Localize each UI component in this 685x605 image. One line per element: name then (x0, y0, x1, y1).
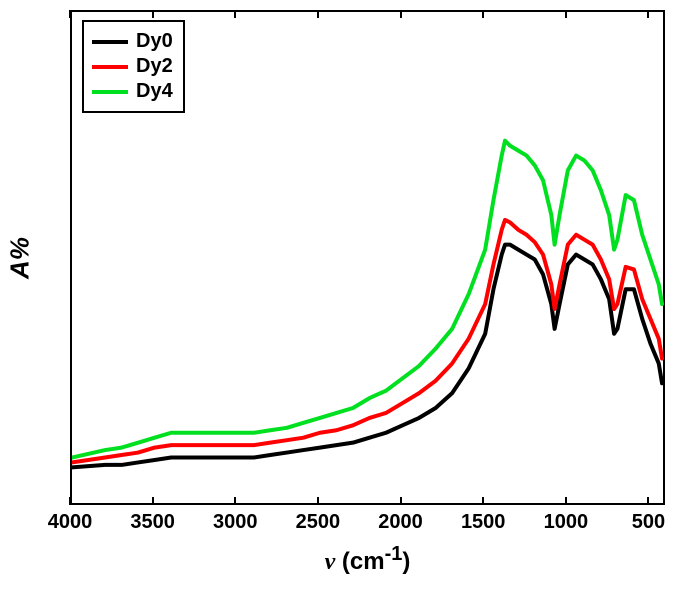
x-tick-label: 2000 (378, 511, 423, 534)
x-tick-label: 1000 (544, 511, 589, 534)
x-tick-mark-top (400, 10, 402, 18)
x-tick-mark (647, 497, 649, 505)
x-tick-mark-top (482, 10, 484, 18)
x-tick-mark-top (152, 10, 154, 18)
legend-label: Dy4 (136, 80, 173, 103)
x-tick-mark-top (234, 10, 236, 18)
x-tick-mark (400, 497, 402, 505)
series-Dy4 (72, 141, 662, 458)
x-axis-label-symbol: ν (325, 549, 336, 575)
legend-swatch (92, 40, 128, 44)
legend-item: Dy0 (92, 30, 173, 53)
spectrum-chart: A% ν (cm-1) Dy0Dy2Dy4 4000 3500 3000 2500 20… (0, 0, 685, 605)
x-tick-label: 4000 (48, 511, 93, 534)
legend-item: Dy4 (92, 80, 173, 103)
x-tick-label: 3500 (130, 511, 175, 534)
x-tick-mark (482, 497, 484, 505)
y-axis-label: A% (5, 237, 36, 279)
x-tick-mark (69, 497, 71, 505)
x-tick-mark-top (317, 10, 319, 18)
x-axis-label-unit: (cm-1) (342, 548, 410, 575)
legend-item: Dy2 (92, 55, 173, 78)
legend-label: Dy2 (136, 55, 173, 78)
legend: Dy0Dy2Dy4 (82, 20, 185, 113)
x-axis-label: ν (cm-1) (325, 543, 411, 576)
x-tick-mark-top (647, 10, 649, 18)
x-tick-mark-top (69, 10, 71, 18)
x-tick-mark (234, 497, 236, 505)
x-tick-label: 3000 (213, 511, 258, 534)
legend-swatch (92, 90, 128, 94)
x-tick-label: 500 (632, 511, 665, 534)
legend-swatch (92, 65, 128, 69)
x-tick-mark (317, 497, 319, 505)
x-tick-mark (565, 497, 567, 505)
x-tick-mark-top (565, 10, 567, 18)
legend-label: Dy0 (136, 30, 173, 53)
x-tick-label: 1500 (461, 511, 506, 534)
x-tick-label: 2500 (296, 511, 341, 534)
x-tick-mark (152, 497, 154, 505)
